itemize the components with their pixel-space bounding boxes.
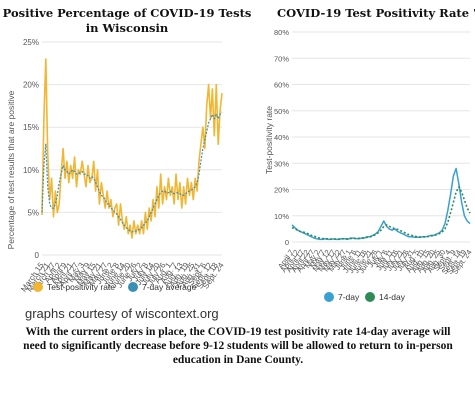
series-line-7-day (291, 167, 471, 241)
y-tick-label: 80% (274, 28, 289, 37)
y-tick-label: 70% (274, 54, 289, 63)
right-chart: COVID-19 Test Positivity Rate 7 and 0 10%… (264, 6, 475, 302)
legend-label-7-day-average: 7-day average (142, 282, 197, 292)
left-chart-legend: Test-positivity rate 7-day average (33, 282, 197, 292)
legend-label-14-day: 14-day (379, 292, 406, 302)
y-tick-label: 20% (23, 81, 39, 90)
legend-swatch-7-day (324, 292, 334, 302)
right-chart-grid (292, 31, 470, 243)
legend-label-7-day: 7-day (338, 292, 360, 302)
y-tick-label: 15% (23, 123, 39, 132)
right-chart-legend: 7-day 14-day (324, 292, 406, 302)
legend-swatch-test-positivity (33, 282, 43, 292)
caption: With the current orders in place, the CO… (23, 326, 453, 366)
series-line-14-day (291, 186, 471, 240)
y-tick-label: 60% (274, 81, 289, 90)
y-tick-label: 10% (23, 166, 39, 175)
legend-label-test-positivity: Test-positivity rate (47, 282, 115, 292)
series-line-test-positivity-rate (41, 58, 223, 239)
graph-credit: graphs courtesy of wiscontext.org (25, 306, 219, 321)
y-tick-label: 0 (35, 251, 40, 260)
y-tick-label: 10% (274, 212, 289, 221)
y-tick-label: 0 (285, 238, 289, 247)
left-chart-y-axis-label: Percentage of test results that are posi… (6, 90, 16, 249)
y-tick-label: 40% (274, 133, 289, 142)
left-chart-title-line-2: in Wisconsin (86, 21, 169, 35)
left-chart: Positive Percentage of COVID-19 Tests in… (3, 6, 252, 293)
legend-swatch-7-day-average (128, 282, 138, 292)
y-tick-label: 30% (274, 159, 289, 168)
right-chart-y-axis-label: Test-positivity rate (264, 106, 274, 174)
left-chart-series (41, 58, 223, 239)
left-chart-grid (42, 41, 222, 256)
y-tick-label: 25% (23, 38, 39, 47)
legend-swatch-14-day (365, 292, 375, 302)
right-chart-y-tick-labels: 0 10% 20% 30% 40% 50% 60% 70% 80% (274, 28, 289, 247)
right-chart-series (291, 167, 471, 241)
series-line-7-day-average (41, 111, 223, 233)
y-tick-label: 50% (274, 107, 289, 116)
left-chart-y-tick-labels: 0 5% 10% 15% 20% 25% (23, 38, 40, 260)
y-tick-label: 20% (274, 186, 289, 195)
left-chart-title-line-1: Positive Percentage of COVID-19 Tests (3, 6, 252, 20)
y-tick-label: 5% (27, 208, 39, 217)
right-chart-title: COVID-19 Test Positivity Rate 7 and (277, 6, 475, 20)
